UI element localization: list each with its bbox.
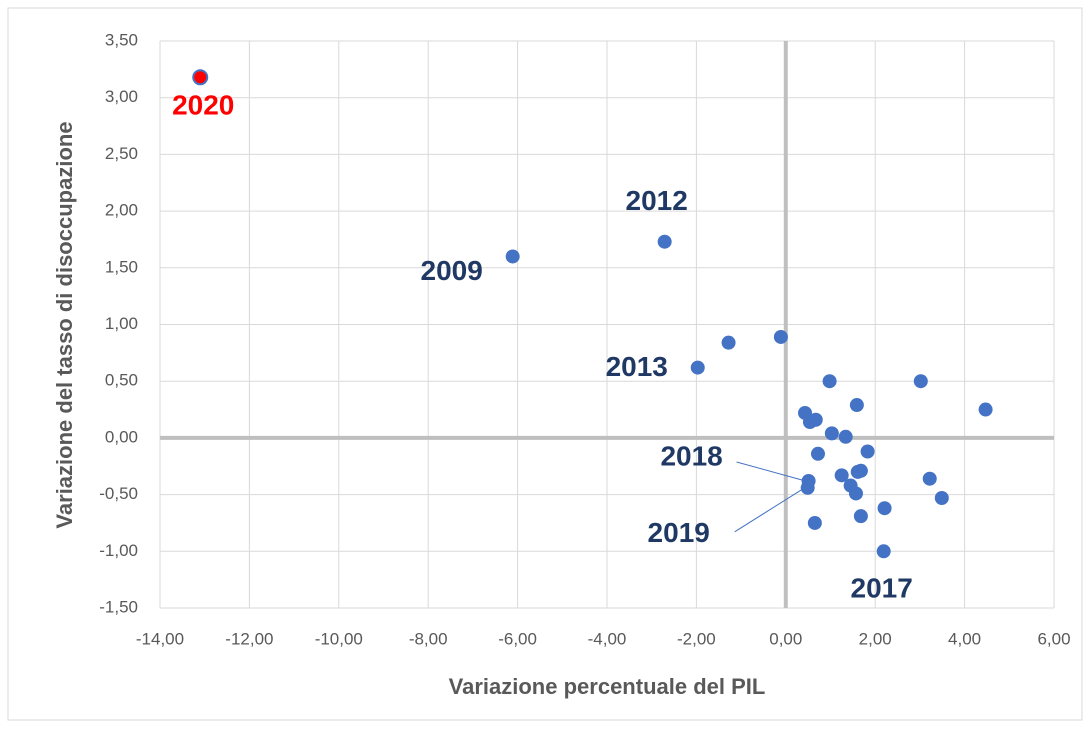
x-tick-label: 4,00	[948, 629, 981, 648]
x-tick-label: -8,00	[409, 629, 448, 648]
point-label: 2013	[606, 351, 668, 382]
x-tick-label: -4,00	[588, 629, 627, 648]
x-tick-label: 6,00	[1037, 629, 1070, 648]
x-tick-label: -6,00	[498, 629, 537, 648]
x-tick-label: -10,00	[315, 629, 363, 648]
data-point	[834, 468, 849, 483]
x-tick-label: -12,00	[225, 629, 273, 648]
data-point	[848, 486, 863, 501]
x-axis-title: Variazione percentuale del PIL	[449, 674, 766, 699]
data-point	[773, 329, 788, 344]
data-point	[838, 429, 853, 444]
y-tick-label: 2,00	[105, 201, 138, 220]
y-tick-label: 0,50	[105, 371, 138, 390]
data-point	[690, 360, 705, 375]
y-tick-label: 2,50	[105, 144, 138, 163]
y-tick-label: 1,00	[105, 314, 138, 333]
data-point	[810, 446, 825, 461]
x-tick-label: -2,00	[677, 629, 716, 648]
data-point	[721, 335, 736, 350]
y-tick-label: 3,50	[105, 30, 138, 49]
data-point	[505, 249, 520, 264]
point-label: 2020	[172, 90, 234, 121]
x-tick-label: 2,00	[859, 629, 892, 648]
point-label: 2018	[660, 440, 722, 471]
y-tick-label: 1,50	[105, 257, 138, 276]
data-point	[876, 544, 891, 559]
y-tick-label: -1,50	[99, 597, 138, 616]
y-axis-title: Variazione del tasso di disoccupazione	[52, 121, 77, 528]
data-point	[978, 402, 993, 417]
data-point	[860, 444, 875, 459]
data-point	[800, 480, 815, 495]
data-point	[802, 415, 817, 430]
y-tick-label: -1,00	[99, 541, 138, 560]
data-point	[192, 69, 209, 86]
data-point	[807, 515, 822, 530]
data-point	[877, 501, 892, 516]
data-point	[934, 491, 949, 506]
chart-border	[7, 7, 1083, 721]
point-label: 2009	[421, 255, 483, 286]
data-point	[849, 398, 864, 413]
data-point	[922, 471, 937, 486]
point-label: 2017	[851, 573, 913, 604]
point-label: 2012	[626, 185, 688, 216]
data-point	[657, 234, 672, 249]
y-tick-label: -0,50	[99, 484, 138, 503]
point-label: 2019	[648, 517, 710, 548]
y-tick-label: 3,00	[105, 87, 138, 106]
leader-line	[736, 461, 806, 482]
data-point	[824, 426, 839, 441]
x-tick-label: 0,00	[769, 629, 802, 648]
leader-line	[734, 487, 805, 533]
data-point	[853, 509, 868, 524]
data-point	[913, 374, 928, 389]
x-tick-label: -14,00	[136, 629, 184, 648]
data-point	[822, 374, 837, 389]
y-tick-label: 0,00	[105, 427, 138, 446]
data-point	[853, 463, 868, 478]
